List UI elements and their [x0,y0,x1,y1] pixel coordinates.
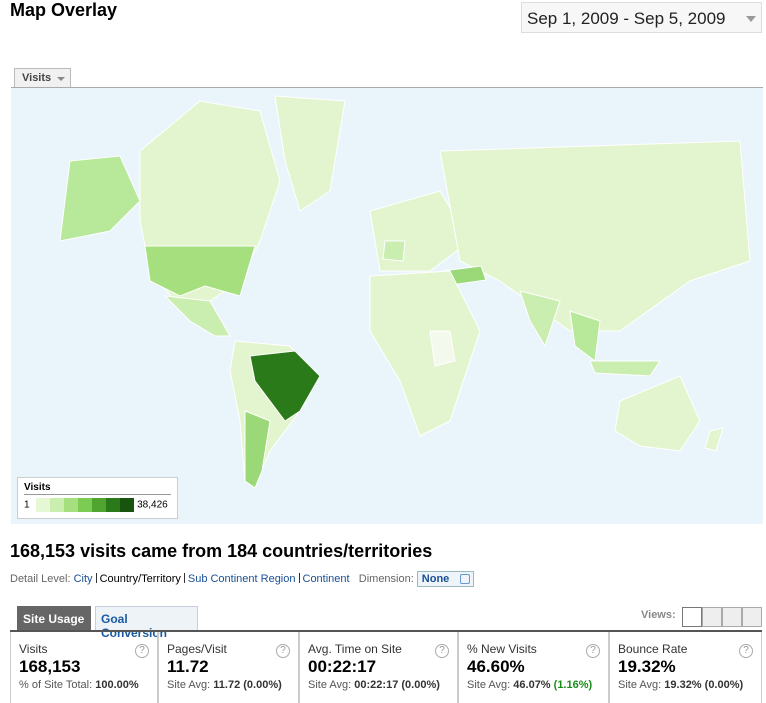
dropdown-arrow [746,16,756,27]
help-icon[interactable]: ? [435,644,449,658]
metric-cell: Bounce Rate? 19.32% Site Avg: 19.32% (0.00… [609,632,762,703]
legend-swatch [78,498,93,512]
legend-swatch [36,498,51,512]
sub-value: 19.32% [664,679,702,691]
dropdown-arrow [57,77,65,85]
metric-sub: Site Avg: 19.32% (0.00%) [618,679,761,691]
sub-value: 11.72 [213,679,241,691]
separator [183,573,185,583]
help-icon[interactable]: ? [276,644,290,658]
detail-level: Detail Level: City Country/Territory Sub C… [10,571,474,587]
sub-label: Site Avg: [308,679,352,691]
metric-selector[interactable]: Visits [14,68,71,88]
metrics-table: Visits? 168,153 % of Site Total: 100.00% Pa… [10,630,762,703]
legend-swatch [50,498,65,512]
separator [298,573,300,583]
metric-sub: Site Avg: 00:22:17 (0.00%) [308,679,457,691]
metric-cell: Pages/Visit? 11.72 Site Avg: 11.72 (0.00%) [158,632,299,703]
metric-value: 168,153 [19,657,81,676]
metric-name: Bounce Rate [618,642,688,656]
views-label: Views: [641,609,676,621]
world-map[interactable] [11,87,763,524]
legend-swatch [120,498,135,512]
tab[interactable]: Goal Conversion [95,606,198,640]
sub-label: Site Avg: [467,679,511,691]
metric-value: 46.60% [467,657,525,676]
dimension-label: Dimension: [358,573,414,585]
detail-option[interactable]: Sub Continent Region [187,573,296,585]
legend-swatch [106,498,121,512]
metric-name: Pages/Visit [167,642,227,656]
metric-sub: Site Avg: 46.07% (1.16%) [467,679,608,691]
sub-value: 00:22:17 [354,679,399,691]
sub-label: Site Avg: [167,679,211,691]
sub-change: (0.00%) [704,679,744,691]
sub-change: (0.00%) [401,679,440,691]
metric-name: % New Visits [467,642,537,656]
metric-sub: % of Site Total: 100.00% [19,679,157,691]
sub-change: (1.16%) [553,679,593,691]
dimension-select[interactable]: None [416,571,474,587]
page-title: Map Overlay [10,0,118,20]
legend-min: 1 [24,499,30,511]
legend-swatch [92,498,107,512]
tab[interactable]: Site Usage [17,606,91,631]
sub-value: 100.00% [95,679,139,691]
view-pie[interactable] [702,607,722,627]
metric-cell: % New Visits? 46.60% Site Avg: 46.07% (1.1… [458,632,609,703]
sub-label: Site Avg: [618,679,662,691]
metric-cell: Visits? 168,153 % of Site Total: 100.00% [10,632,158,703]
view-performance[interactable] [722,607,742,627]
view-table[interactable] [682,607,702,627]
sub-value: 46.07% [513,679,551,691]
metric-value: 00:22:17 [308,657,377,676]
metric-value: 19.32% [618,657,676,676]
detail-option: Country/Territory [99,573,181,585]
sub-label: % of Site Total: [19,679,93,691]
legend-title: Visits [24,482,171,495]
dropdown-arrow [459,574,470,584]
legend-max: 38,426 [137,499,168,511]
metric-value: 11.72 [167,657,209,676]
summary: 168,153 visits came from 184 countries/t… [10,541,433,561]
help-icon[interactable]: ? [586,644,600,658]
detail-label: Detail Level: [10,573,71,585]
legend-swatch [64,498,79,512]
view-comparison[interactable] [742,607,762,627]
help-icon[interactable]: ? [135,644,149,658]
metric-sub: Site Avg: 11.72 (0.00%) [167,679,298,691]
metric-name: Avg. Time on Site [308,642,402,656]
date-range-picker[interactable]: Sep 1, 2009 - Sep 5, 2009 [521,2,762,33]
metric-label: Visits [22,72,52,84]
detail-option[interactable]: Continent [302,573,350,585]
date-range: Sep 1, 2009 - Sep 5, 2009 [527,9,726,28]
dimension-value: None [421,573,450,585]
sub-change: (0.00%) [243,679,282,691]
map-legend: Visits 1 38,426 [17,477,178,519]
metric-name: Visits [19,642,48,656]
metric-cell: Avg. Time on Site? 00:22:17 Site Avg: 00:2… [299,632,458,703]
separator [95,573,97,583]
detail-option[interactable]: City [73,573,93,585]
help-icon[interactable]: ? [739,644,753,658]
